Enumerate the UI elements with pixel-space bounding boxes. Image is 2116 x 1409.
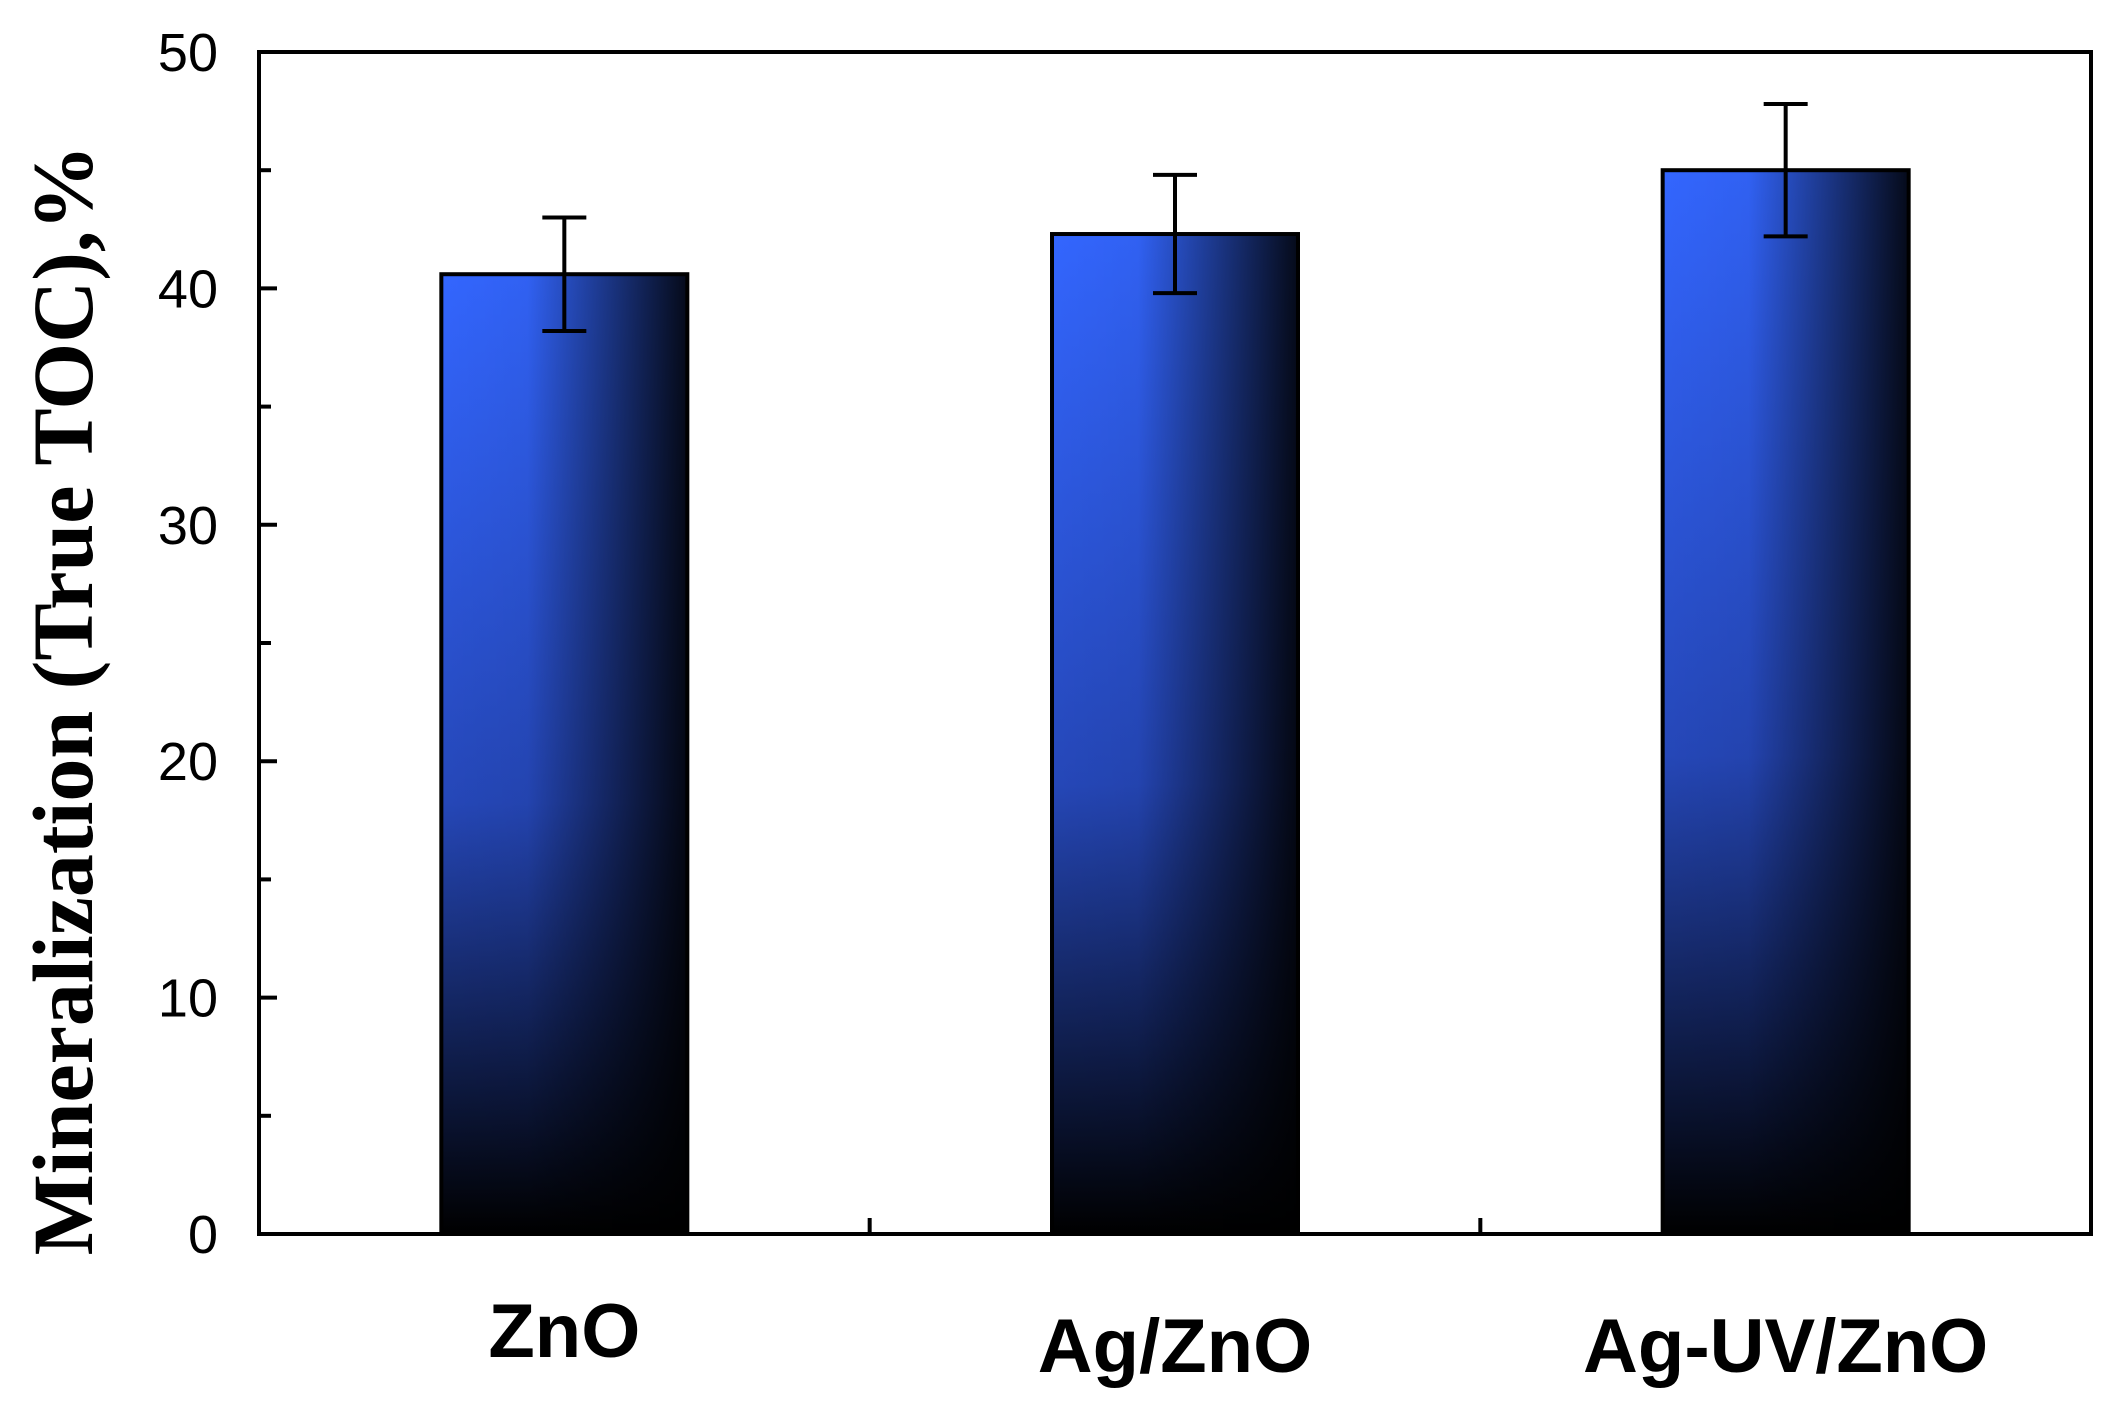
- bar-1-shading: [439, 272, 690, 1236]
- y-tick-label-10: 10: [158, 969, 218, 1029]
- y-tick-label-30: 30: [158, 496, 218, 556]
- bar-3-shading: [1660, 168, 1911, 1237]
- x-tick-label-3: Ag-UV/ZnO: [1583, 1304, 1988, 1389]
- y-tick-label-0: 0: [188, 1205, 218, 1265]
- x-tick-label-1: ZnO: [488, 1289, 640, 1374]
- y-tick-label-50: 50: [158, 23, 218, 83]
- x-tick-label-2: Ag/ZnO: [1038, 1304, 1312, 1389]
- bar-2-shading: [1050, 232, 1300, 1236]
- y-tick-label-40: 40: [158, 259, 218, 319]
- y-axis-title: Mineralization (True TOC),%: [15, 145, 111, 1256]
- y-tick-label-20: 20: [158, 732, 218, 792]
